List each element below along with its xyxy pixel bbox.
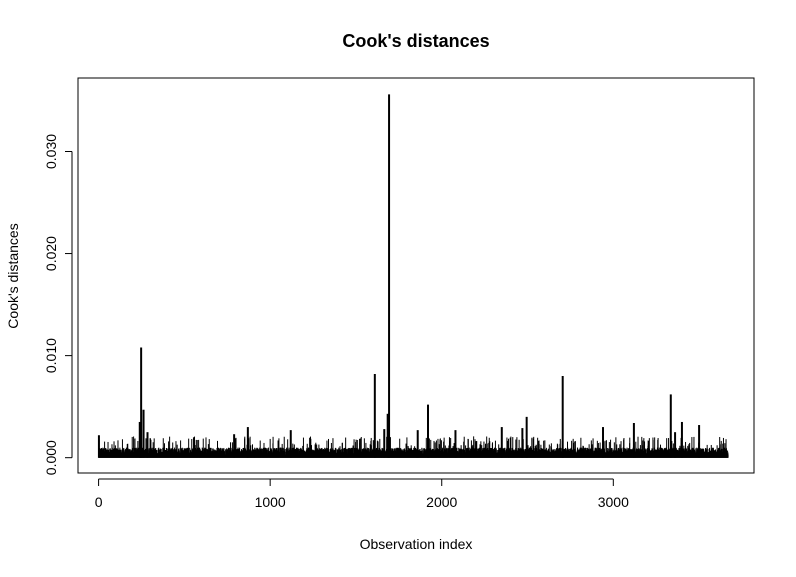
y-tick-label: 0.010 [43, 338, 59, 373]
x-axis-label: Observation index [360, 536, 473, 552]
chart-title: Cook's distances [342, 31, 489, 51]
y-tick-label: 0.000 [43, 440, 59, 475]
y-axis: 0.000 0.010 0.020 0.030 [43, 134, 73, 475]
plot-frame [77, 77, 755, 474]
x-tick-label: 1000 [255, 494, 286, 510]
y-tick-label: 0.020 [43, 236, 59, 271]
x-tick-label: 3000 [598, 494, 629, 510]
y-tick-label: 0.030 [43, 134, 59, 169]
x-tick-label: 2000 [426, 494, 457, 510]
x-axis: 0 1000 2000 3000 [95, 478, 629, 510]
y-axis-label: Cook's distances [5, 223, 21, 328]
x-tick-label: 0 [95, 494, 103, 510]
data-bars [97, 94, 729, 458]
